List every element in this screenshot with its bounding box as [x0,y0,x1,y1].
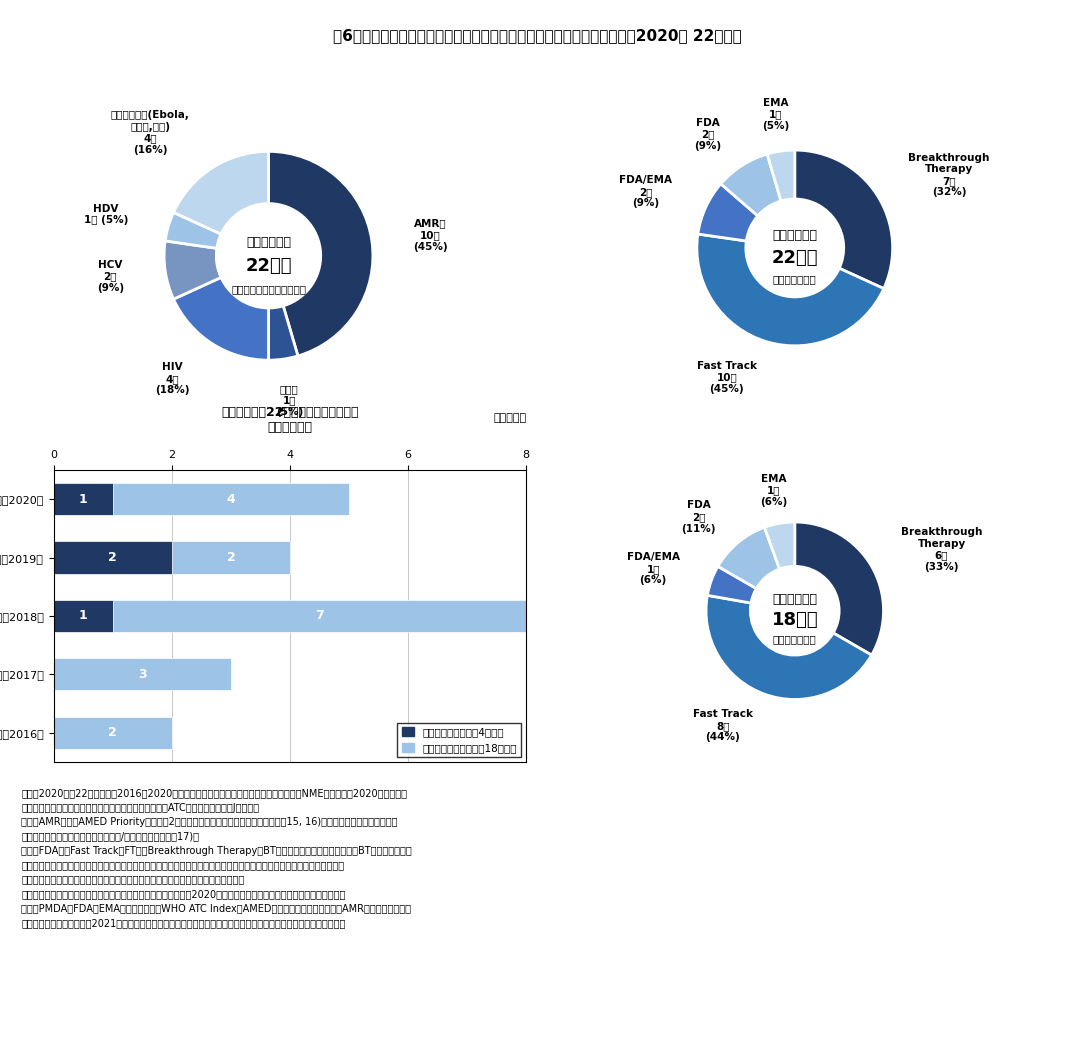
Wedge shape [717,527,780,589]
Text: FDA/EMA
2品
(9%): FDA/EMA 2品 (9%) [619,175,672,209]
Text: HIV
4品
(18%): HIV 4品 (18%) [155,362,189,396]
Title: 国内未承認薬22品目（抗感染症薬）の
承認遅延状況: 国内未承認薬22品目（抗感染症薬）の 承認遅延状況 [221,406,359,434]
Text: 18品目: 18品目 [771,611,818,628]
Bar [54,659,231,690]
Bar [113,483,349,515]
Wedge shape [795,522,884,656]
Text: Breakthrough
Therapy
7品
(32%): Breakthrough Therapy 7品 (32%) [909,152,990,197]
Bar [54,717,172,749]
Wedge shape [767,150,795,201]
Text: HDV
1品 (5%): HDV 1品 (5%) [84,204,128,226]
Text: 1: 1 [78,493,88,505]
Text: （品目数）: （品目数） [493,413,526,423]
Bar [172,542,290,573]
Text: 国内未承認薬: 国内未承認薬 [772,229,817,242]
Text: 2: 2 [227,551,235,564]
Text: Breakthrough
Therapy
6品
(33%): Breakthrough Therapy 6品 (33%) [901,527,983,572]
Wedge shape [708,566,756,603]
Text: 抗真菌
1品
(5%): 抗真菌 1品 (5%) [276,384,303,417]
Text: 安全保障関連(Ebola,
天然痘,炭疽)
4品
(16%): 安全保障関連(Ebola, 天然痘,炭疽) 4品 (16%) [111,111,189,156]
Wedge shape [164,241,221,300]
Text: 4: 4 [227,493,235,505]
Text: 22品目: 22品目 [771,248,818,266]
Legend: 国内開発中（合計：4品目）, 開発情報なし（合計：18品目）: 国内開発中（合計：4品目）, 開発情報なし（合計：18品目） [397,722,521,757]
Text: （抗感染症薬）: （抗感染症薬） [773,275,816,284]
Text: EMA
1品
(6%): EMA 1品 (6%) [760,474,787,506]
Text: 図6　国内未承認薬：全身性抗感染症薬の内訳（調査時点と対象品目数：2020年 22品目）: 図6 国内未承認薬：全身性抗感染症薬の内訳（調査時点と対象品目数：2020年 2… [333,28,741,43]
Wedge shape [268,151,373,356]
Wedge shape [765,522,795,569]
Text: 7: 7 [315,610,324,622]
Text: EMA
1品
(5%): EMA 1品 (5%) [761,98,789,130]
Text: 国内未承認薬: 国内未承認薬 [246,236,291,248]
Bar [113,600,526,632]
Wedge shape [174,278,268,360]
Wedge shape [165,212,221,248]
Bar [54,600,113,632]
Text: HCV
2品
(9%): HCV 2品 (9%) [97,260,124,293]
Wedge shape [268,306,297,360]
Text: 22品目: 22品目 [245,257,292,276]
Text: 2: 2 [108,551,117,564]
Text: 1: 1 [78,610,88,622]
Text: Fast Track
10品
(45%): Fast Track 10品 (45%) [697,361,757,395]
Text: 注１：2020年の22品目とは、2016～2020年に欧米で承認された新規有効成分含有医薬品（NME）のうち、2020年末時点で
　　　日本では承認を受けていな: 注１：2020年の22品目とは、2016～2020年に欧米で承認された新規有効成… [21,788,412,928]
Text: （抗感染症薬）: （抗感染症薬） [773,634,816,644]
Wedge shape [706,595,872,699]
Text: 3: 3 [137,668,147,681]
Bar [54,542,172,573]
Text: 開発情報なし: 開発情報なし [772,593,817,606]
Text: FDA/EMA
1品
(6%): FDA/EMA 1品 (6%) [627,552,680,586]
Text: 2: 2 [108,727,117,739]
Text: AMR薬
10品
(45%): AMR薬 10品 (45%) [413,218,448,252]
Wedge shape [698,184,758,241]
Wedge shape [174,151,268,234]
Text: FDA
2品
(9%): FDA 2品 (9%) [695,118,722,151]
Bar [54,483,113,515]
Text: FDA
2品
(11%): FDA 2品 (11%) [682,500,716,533]
Wedge shape [721,155,781,216]
Wedge shape [795,150,892,288]
Text: （抗感染症薬：疾患分類）: （抗感染症薬：疾患分類） [231,284,306,294]
Wedge shape [697,234,884,346]
Text: Fast Track
8品
(44%): Fast Track 8品 (44%) [693,709,753,742]
